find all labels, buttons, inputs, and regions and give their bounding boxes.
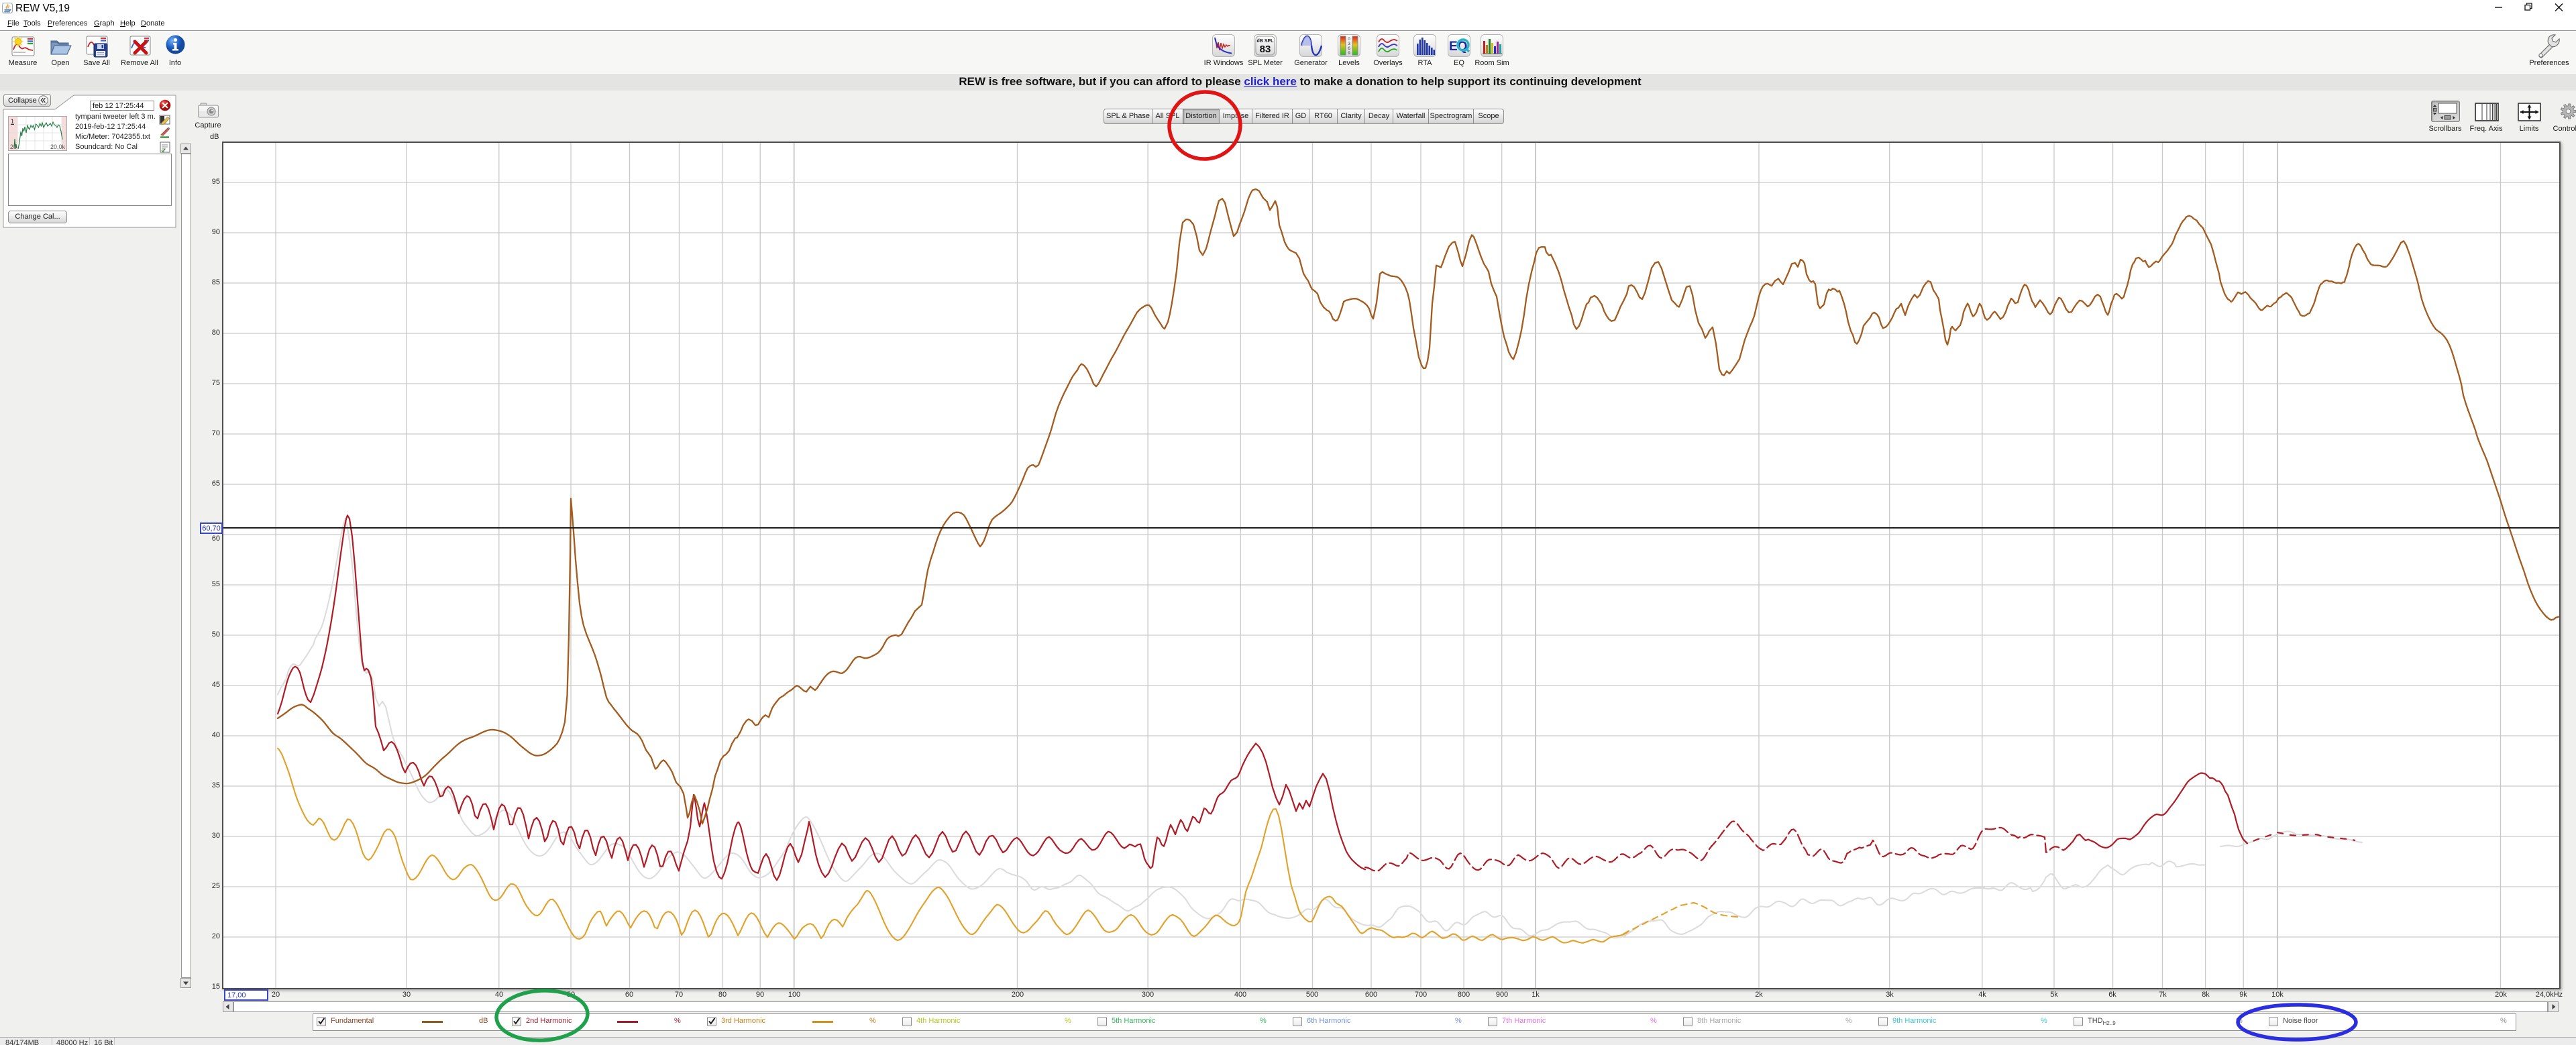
svg-text:3: 3	[1348, 42, 1350, 46]
svg-text:6: 6	[1348, 46, 1350, 51]
svg-text:9: 9	[1348, 51, 1350, 56]
svg-text:20,0k: 20,0k	[50, 144, 66, 150]
svg-text:20: 20	[10, 144, 17, 150]
svg-text:1: 1	[11, 118, 14, 125]
svg-text:dB SPL: dB SPL	[1257, 39, 1275, 44]
svg-text:83: 83	[1260, 44, 1271, 55]
svg-text:0: 0	[1348, 37, 1350, 42]
